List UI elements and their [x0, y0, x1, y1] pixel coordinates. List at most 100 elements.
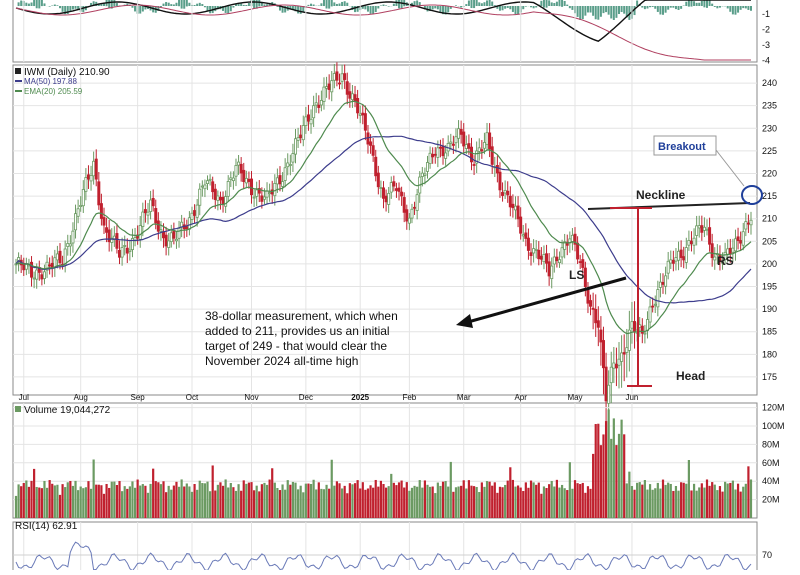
volume-bar	[124, 486, 126, 518]
candle-body	[543, 254, 545, 261]
candle-body	[677, 251, 679, 260]
macd-histogram-bar	[597, 6, 599, 20]
macd-histogram-bar	[675, 6, 677, 9]
candle-body	[434, 154, 436, 155]
volume-bar	[77, 490, 79, 518]
candle-body	[129, 250, 131, 251]
volume-bar	[419, 480, 421, 518]
candle-body	[460, 129, 462, 134]
candle-body	[742, 232, 744, 245]
volume-bar	[535, 485, 537, 518]
volume-bar	[139, 486, 141, 518]
volume-bar	[457, 487, 459, 518]
volume-bar	[147, 493, 149, 518]
volume-bar	[15, 496, 17, 518]
macd-histogram-bar	[605, 6, 607, 12]
macd-histogram-bar	[641, 6, 643, 8]
macd-histogram-bar	[621, 6, 623, 12]
volume-bar	[429, 487, 431, 518]
macd-histogram-bar	[502, 6, 504, 10]
candle-body	[325, 87, 327, 89]
volume-bar	[507, 481, 509, 518]
candle-body	[274, 183, 276, 195]
macd-histogram-bar	[18, 2, 20, 6]
candle-body	[525, 233, 527, 239]
macd-histogram-bar	[173, 4, 175, 6]
price-tick-label: 205	[762, 236, 777, 246]
candle-body	[450, 142, 452, 143]
macd-histogram-bar	[476, 0, 478, 6]
measurement-text-line-1: 38-dollar measurement, which when	[205, 309, 398, 323]
volume-tick-label: 100M	[762, 421, 785, 431]
volume-bar	[178, 487, 180, 518]
candle-body	[222, 197, 224, 204]
volume-bar	[204, 483, 206, 518]
candle-body	[395, 189, 397, 191]
macd-histogram-bar	[600, 6, 602, 17]
volume-bar	[364, 490, 366, 518]
candle-body	[56, 254, 58, 260]
volume-bar	[566, 490, 568, 518]
macd-histogram-bar	[326, 0, 328, 9]
macd-histogram-bar	[610, 6, 612, 18]
candle-body	[351, 94, 353, 100]
candle-body	[577, 243, 579, 259]
volume-bar	[297, 489, 299, 518]
price-tick-label: 190	[762, 304, 777, 314]
volume-bar	[714, 485, 716, 518]
volume-bar	[382, 484, 384, 518]
macd-histogram-bar	[709, 0, 711, 6]
macd-histogram-bar	[670, 6, 672, 8]
candle-body	[703, 227, 705, 230]
volume-bar	[294, 483, 296, 518]
neckline-label: Neckline	[636, 188, 686, 202]
volume-bar	[351, 484, 353, 518]
macd-histogram-bar	[194, 5, 196, 6]
volume-bar	[390, 474, 392, 518]
volume-bar	[369, 485, 371, 518]
volume-bar	[589, 489, 591, 518]
volume-bar	[248, 483, 250, 518]
volume-bar	[628, 472, 630, 518]
volume-bar	[538, 483, 540, 518]
candle-body	[279, 176, 281, 184]
candle-body	[124, 245, 126, 246]
candle-body	[307, 115, 309, 121]
volume-bar	[610, 439, 612, 518]
candle-body	[429, 153, 431, 163]
volume-bar	[328, 489, 330, 518]
macd-histogram-bar	[62, 6, 64, 12]
candle-body	[310, 119, 312, 124]
macd-histogram-bar	[615, 6, 617, 18]
candle-body	[473, 164, 475, 165]
macd-histogram-bar	[491, 2, 493, 6]
volume-bar	[253, 490, 255, 518]
volume-bar	[693, 484, 695, 518]
candle-body	[522, 235, 524, 236]
volume-bar	[434, 493, 436, 518]
macd-histogram-bar	[489, 0, 491, 6]
macd-histogram-bar	[514, 6, 516, 14]
volume-bar	[670, 484, 672, 518]
candle-body	[745, 222, 747, 229]
candle-body	[545, 254, 547, 263]
candle-body	[662, 282, 664, 284]
macd-histogram-bar	[447, 6, 449, 12]
month-tick-label: Apr	[514, 393, 527, 402]
volume-bar	[450, 462, 452, 518]
candle-body	[605, 367, 607, 401]
volume-bar	[357, 480, 359, 518]
candle-body	[336, 72, 338, 80]
macd-histogram-bar	[307, 5, 309, 6]
volume-bar	[473, 486, 475, 518]
candle-body	[615, 364, 617, 368]
volume-bar	[279, 490, 281, 518]
candle-body	[54, 258, 56, 268]
month-tick-label: Oct	[186, 393, 199, 402]
candle-body	[711, 244, 713, 258]
candle-body	[43, 272, 45, 279]
macd-histogram-bar	[465, 4, 467, 6]
candle-body	[328, 84, 330, 90]
candle-body	[74, 214, 76, 230]
candle-body	[600, 330, 602, 342]
